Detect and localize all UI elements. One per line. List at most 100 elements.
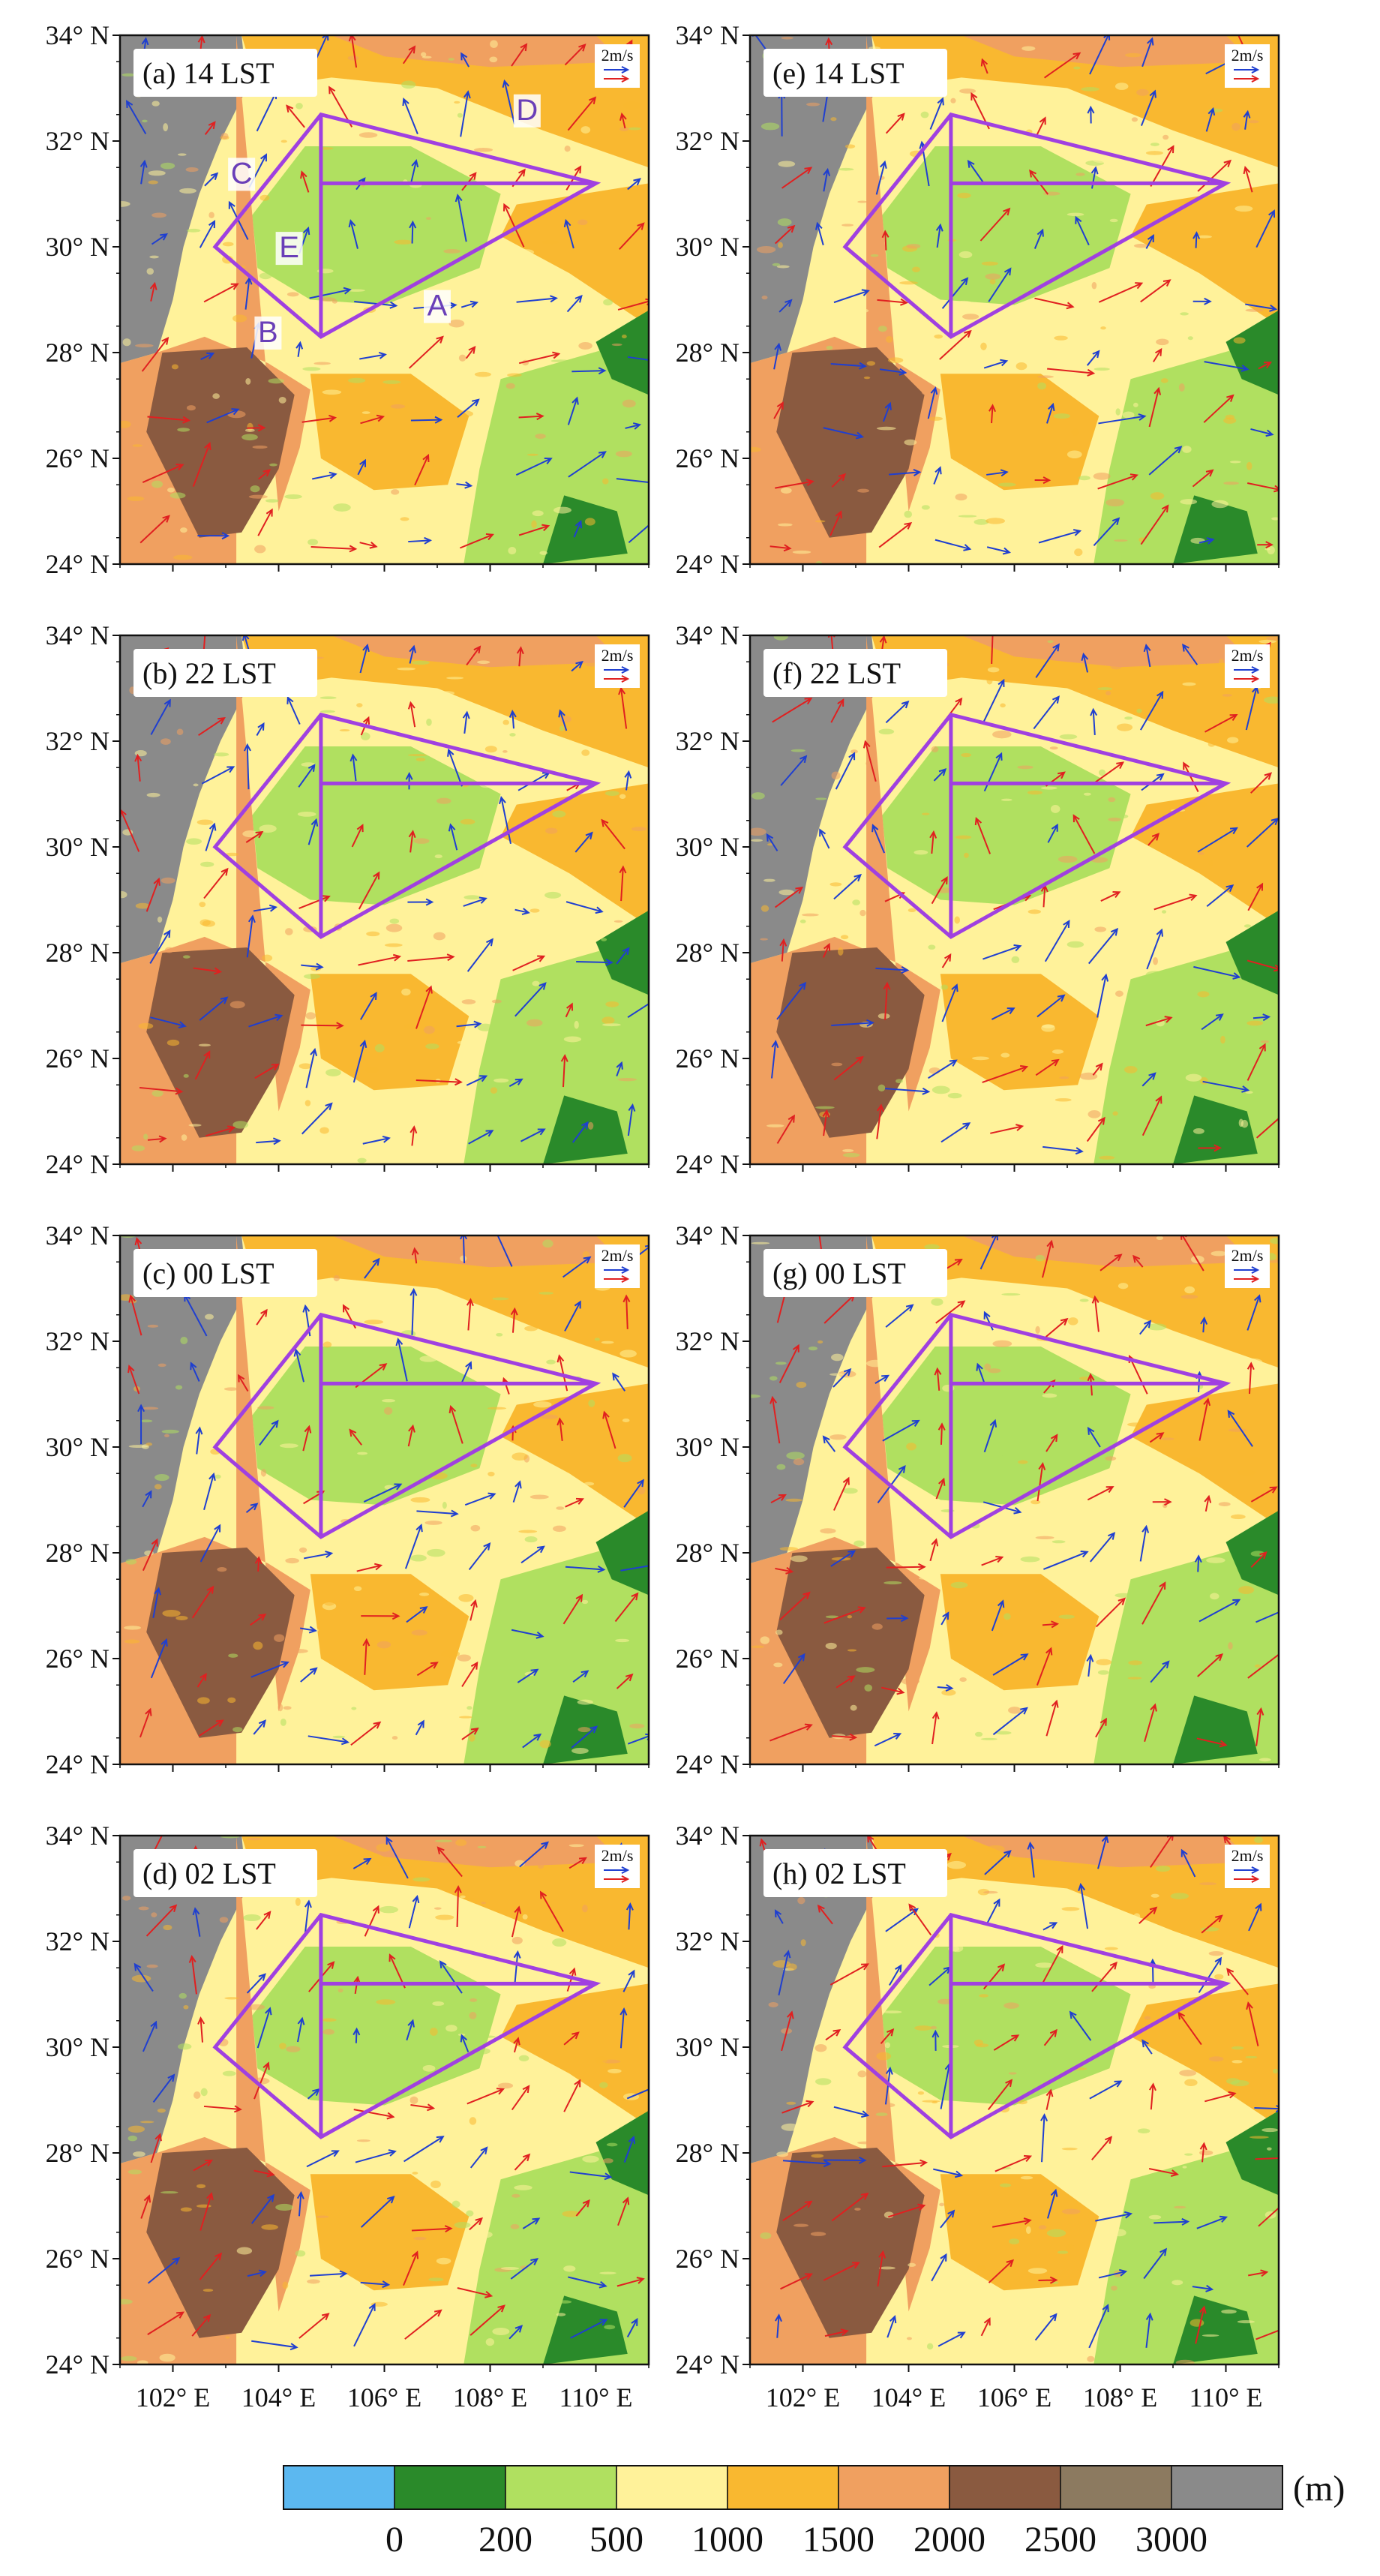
wind-vector [929,830,938,854]
colorbar-swatch [283,2465,395,2510]
wind-vector [512,1480,522,1503]
wind-vector [299,1626,317,1634]
wind-vector [929,1538,939,1562]
wind-vector [147,2256,181,2284]
lat-tick-label: 28° N [46,338,110,368]
wind-vector [831,473,847,488]
wind-vector [822,1109,830,1136]
region-label: A [428,290,448,323]
map-panel: (g) 00 LST 2m/s 34° N 32° N 30° N 28° N 26° N 2… [676,1220,1280,1779]
wind-vector [408,830,416,853]
lat-tick-label: 34° N [676,20,740,50]
wind-vector [627,1103,636,1136]
wind-vector [149,929,171,964]
wind-vector [251,2340,298,2351]
wind-vector [831,1019,874,1027]
wind-vector [1204,2091,1237,2103]
wind-vector [628,524,649,544]
wind-vector [976,1362,986,1383]
wind-vector [1046,2188,1058,2219]
wind-vector [874,1374,890,1384]
wind-vector [150,1638,168,1679]
wind-vector [256,1308,268,1326]
wind-vector [502,79,515,125]
wind-vector [1088,2304,1109,2349]
wind-vector [1197,827,1238,853]
panel-title: (g) 00 LST [772,1256,906,1290]
wind-vector [191,1585,214,1619]
wind-vector [782,2160,832,2168]
wind-vector [309,2270,348,2278]
map-panels: A B C D E (a) 14 LST 2m/s 34° N 32° N 30° N 28° N 2… [46,20,1280,2412]
wind-vector [1148,833,1160,846]
wind-vector [566,901,604,914]
wind-vector [620,1565,649,1572]
wind-vector [623,1479,644,1508]
wind-vector [622,1294,631,1329]
wind-vector [1246,2001,1259,2046]
wind-vector [406,2019,415,2041]
wind-vector [139,1086,184,1095]
wind-vector [1087,105,1095,124]
wind-vector [935,1300,966,1324]
wind-vector [569,2171,613,2181]
colorbar: 0 200 500 1000 1500 2000 2500 3000 (m) [283,2465,1345,2559]
wind-vector [307,2088,320,2100]
wind-vector [298,764,316,788]
colorbar-label: 200 [478,2520,532,2559]
wind-vector [986,546,1011,555]
wind-vector [563,2031,580,2046]
wind-vector [1100,1253,1123,1271]
wind-vector [140,515,170,544]
wind-vector [986,469,1009,477]
wind-vector [1256,1117,1279,1139]
lat-tick-label: 28° N [46,938,110,968]
wind-vector [935,223,944,248]
wind-vector [1196,1737,1228,1748]
map-panel: (b) 22 LST 2m/s 34° N 32° N 30° N 28° N 26° N 2… [46,620,650,1179]
wind-vector [974,816,992,854]
wind-vector [988,267,1012,302]
wind-vector [200,1524,221,1563]
wind-vector [1093,517,1120,546]
wind-vector [618,686,628,729]
wind-vector [982,678,1005,722]
wind-vector [502,203,525,248]
wind-vector [982,944,1022,960]
wind-vector [1132,1254,1144,1268]
wind-vector [512,955,546,971]
wind-vector [511,2085,530,2111]
vector-scale-label: 2m/s [602,646,634,665]
wind-vector [1078,1883,1089,1929]
wind-vector [150,698,171,735]
lon-tick-label: 108° E [1083,2382,1157,2412]
lat-tick-label: 26° N [676,1644,740,1674]
lat-tick-label: 30° N [46,832,110,862]
wind-vector [253,904,278,912]
wind-vector [875,966,910,974]
wind-vector [1086,350,1100,366]
wind-vector [1075,215,1090,246]
wind-vector [775,1566,794,1575]
wind-vector [992,1707,1028,1736]
wind-vector [881,230,890,251]
colorbar-swatch [1171,2465,1283,2510]
wind-vector [1201,1013,1224,1031]
wind-vector [983,1311,994,1331]
wind-vector [352,1039,368,1083]
wind-vector [151,233,168,245]
wind-vector [460,300,478,308]
map-panel: (d) 02 LST 2m/s 34° N 32° N 30° N 28° N 26° N 2… [46,1821,650,2412]
wind-vector [779,938,788,962]
wind-vector [1142,1072,1156,1087]
wind-vector [1042,1239,1054,1278]
wind-vector [152,1587,162,1619]
wind-vector [1040,2113,1048,2163]
wind-vector [516,295,558,303]
wind-vector [203,867,229,899]
wind-vector [886,1563,926,1571]
wind-vector [830,1963,869,1986]
wind-vector [626,2088,649,2100]
wind-vector [937,1684,954,1692]
